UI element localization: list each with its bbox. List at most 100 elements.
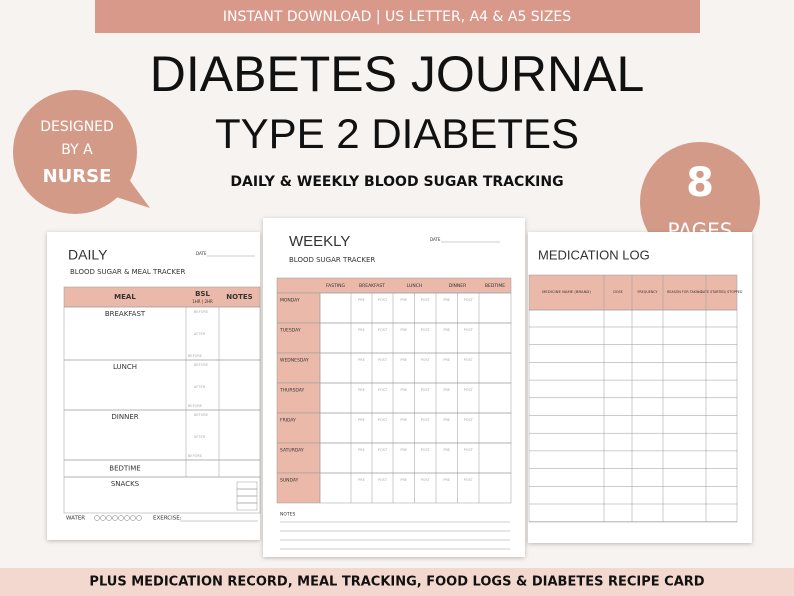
label: 1HR | 2HR — [192, 299, 213, 304]
label: POST — [421, 358, 431, 362]
cell — [319, 472, 512, 504]
label: POST — [464, 388, 474, 392]
label: POST — [464, 418, 474, 422]
label: BEDTIME — [485, 283, 505, 289]
label: POST — [421, 328, 431, 332]
banner-text: INSTANT DOWNLOAD | US LETTER, A4 & A5 SI… — [223, 9, 571, 25]
cell — [276, 382, 321, 414]
label: PRE — [358, 328, 365, 332]
cell — [276, 277, 512, 294]
footer-text: PLUS MEDICATION RECORD, MEAL TRACKING, F… — [89, 575, 704, 590]
label: EXERCISE: — [153, 516, 182, 522]
label: AFTER — [194, 435, 206, 439]
label: PRE — [400, 298, 407, 302]
label: PRE — [443, 358, 450, 362]
badge-line: DESIGNED — [40, 119, 114, 135]
nurse-badge — [13, 90, 137, 214]
label: PRE — [358, 388, 365, 392]
label: WEDNESDAY — [280, 358, 309, 364]
label: POST — [464, 478, 474, 482]
cell — [528, 274, 738, 311]
label: PRE — [400, 328, 407, 332]
label: BEFORE — [188, 404, 202, 408]
label: POST — [378, 298, 388, 302]
label: POST — [378, 388, 388, 392]
water-drop — [124, 515, 130, 521]
label: PRE — [443, 388, 450, 392]
water-drop — [136, 515, 142, 521]
label: AFTER — [194, 332, 206, 336]
label: BLOOD SUGAR TRACKER — [289, 256, 375, 264]
label: PRE — [358, 418, 365, 422]
label: FRIDAY — [280, 418, 296, 424]
label: PRE — [443, 328, 450, 332]
label: PRE — [443, 478, 450, 482]
label: FASTING — [326, 283, 346, 289]
label: SATURDAY — [280, 448, 304, 454]
label: PRE — [443, 298, 450, 302]
label: PRE — [400, 478, 407, 482]
label: MEDICINE NAME (BRAND) — [542, 289, 591, 294]
label: POST — [378, 478, 388, 482]
label: POST — [421, 388, 431, 392]
cell — [276, 292, 321, 324]
water-drop — [100, 515, 106, 521]
badge-line: BY A — [61, 142, 93, 158]
label: DATE — [430, 237, 441, 242]
label: BEFORE — [188, 354, 202, 358]
water-drop — [118, 515, 124, 521]
label: POST — [464, 448, 474, 452]
label: WEEKLY — [289, 233, 350, 250]
cell — [276, 442, 321, 474]
label: PRE — [358, 358, 365, 362]
label: POST — [421, 298, 431, 302]
label: BSL — [195, 290, 210, 298]
label: SNACKS — [111, 480, 140, 488]
label: NOTES — [226, 293, 252, 301]
daily-page — [47, 232, 260, 540]
label: PRE — [358, 478, 365, 482]
water-drop — [94, 515, 100, 521]
label: PRE — [400, 358, 407, 362]
label: MONDAY — [280, 298, 300, 304]
cell — [276, 412, 321, 444]
label: AFTER — [194, 385, 206, 389]
label: PRE — [443, 418, 450, 422]
label: POST — [421, 448, 431, 452]
label: MEAL — [114, 293, 136, 301]
label: PRE — [400, 418, 407, 422]
water-drop — [112, 515, 118, 521]
label: POST — [378, 328, 388, 332]
label: THURSDAY — [279, 388, 305, 394]
label: TUESDAY — [279, 328, 301, 334]
label: BEFORE — [188, 454, 202, 458]
label: BEFORE — [194, 310, 208, 314]
label: PRE — [358, 298, 365, 302]
label: WATER — [66, 516, 85, 522]
title: DIABETES JOURNAL — [150, 46, 645, 102]
tagline: DAILY & WEEKLY BLOOD SUGAR TRACKING — [230, 174, 563, 190]
bottom-banner — [0, 568, 794, 596]
label: PRE — [443, 448, 450, 452]
label: DOSE — [613, 290, 622, 294]
water-drop — [130, 515, 136, 521]
label: POST — [464, 328, 474, 332]
label: MEDICATION LOG — [538, 247, 650, 262]
label: BLOOD SUGAR & MEAL TRACKER — [70, 268, 185, 276]
badge-line: NURSE — [43, 166, 112, 187]
label: POST — [464, 298, 474, 302]
cell — [276, 472, 321, 504]
label: POST — [378, 358, 388, 362]
label: BREAKFAST — [359, 283, 385, 289]
label: BEFORE — [194, 413, 208, 417]
label: NOTES — [280, 512, 296, 518]
label: PRE — [400, 448, 407, 452]
label: PRE — [400, 388, 407, 392]
label: LUNCH — [113, 363, 137, 371]
top-banner — [95, 0, 700, 33]
label: POST — [421, 418, 431, 422]
cell — [236, 502, 258, 511]
bubble-tail — [110, 178, 150, 208]
label: DAILY — [68, 247, 108, 263]
